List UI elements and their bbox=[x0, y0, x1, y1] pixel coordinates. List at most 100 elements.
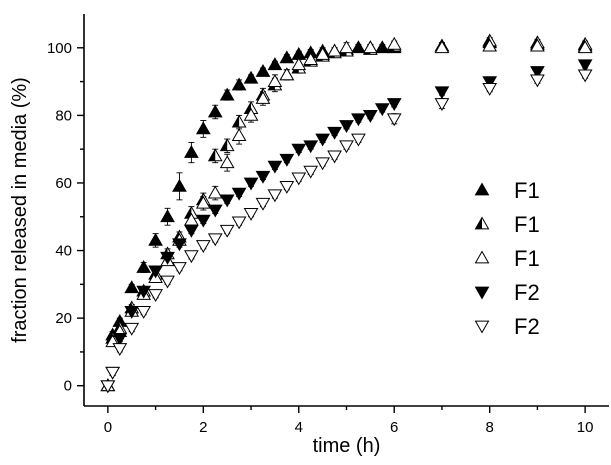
marker-shape bbox=[474, 182, 490, 196]
x-tick-label: 6 bbox=[390, 419, 398, 436]
series-2-point bbox=[231, 114, 247, 128]
marker-shape bbox=[231, 187, 247, 201]
marker-shape bbox=[434, 98, 450, 112]
marker-shape bbox=[374, 40, 390, 54]
series-5-point bbox=[184, 250, 199, 264]
series-3-point bbox=[231, 128, 247, 142]
marker-shape bbox=[530, 38, 545, 52]
marker-shape bbox=[474, 286, 490, 300]
marker-shape bbox=[207, 204, 223, 218]
series-2-point bbox=[219, 138, 235, 152]
marker-shape bbox=[363, 40, 378, 54]
y-tick-label: 20 bbox=[55, 310, 72, 327]
series-3-point bbox=[482, 38, 498, 52]
series-5-point bbox=[136, 306, 152, 319]
marker-shape bbox=[279, 153, 295, 167]
series-4-point bbox=[112, 333, 128, 346]
series-5-point bbox=[339, 140, 354, 154]
marker-shape bbox=[112, 343, 128, 357]
marker-shape bbox=[231, 216, 247, 230]
marker-shape bbox=[279, 180, 295, 194]
series-5-point bbox=[291, 172, 307, 186]
marker-shape bbox=[255, 63, 271, 77]
legend-label-5: F2 bbox=[514, 314, 540, 339]
marker-shape bbox=[243, 177, 259, 191]
legend-label-2: F1 bbox=[514, 212, 540, 237]
marker-shape bbox=[577, 69, 593, 83]
marker-half-fill bbox=[220, 139, 228, 151]
series-3-point bbox=[339, 40, 354, 54]
marker-shape bbox=[303, 52, 319, 65]
series-3-point bbox=[315, 47, 330, 60]
series-1-point bbox=[231, 77, 247, 91]
series-3-point bbox=[303, 52, 319, 65]
marker-shape bbox=[255, 90, 271, 104]
series-5-point bbox=[279, 180, 295, 194]
marker-shape bbox=[434, 40, 450, 54]
legend-marker-5 bbox=[474, 320, 490, 334]
series-3-point bbox=[279, 67, 295, 81]
marker-shape bbox=[172, 238, 187, 252]
marker-shape bbox=[474, 320, 490, 334]
marker-shape bbox=[327, 126, 342, 140]
series-4-point bbox=[136, 285, 152, 299]
marker-shape bbox=[148, 232, 163, 246]
x-axis-title: time (h) bbox=[313, 435, 381, 457]
marker-shape bbox=[219, 224, 235, 238]
marker-shape bbox=[219, 194, 235, 208]
series-5-point bbox=[255, 197, 271, 211]
marker-half-fill bbox=[244, 102, 252, 114]
series-1-point bbox=[351, 40, 366, 54]
marker-shape bbox=[474, 250, 490, 264]
series-1-point bbox=[255, 63, 271, 77]
marker-shape bbox=[184, 145, 199, 158]
marker-shape bbox=[386, 113, 402, 127]
series-1-point bbox=[148, 232, 163, 246]
marker-shape bbox=[219, 87, 235, 101]
series-3-point bbox=[327, 43, 342, 57]
series-3-point bbox=[195, 195, 211, 209]
marker-shape bbox=[386, 36, 402, 50]
series-5-point bbox=[148, 289, 163, 302]
series-1-point bbox=[195, 121, 211, 135]
series-5-point bbox=[243, 208, 259, 221]
series-4-point bbox=[363, 110, 378, 123]
series-5-point bbox=[105, 366, 120, 380]
marker-shape bbox=[339, 120, 354, 134]
series-3-point bbox=[243, 107, 259, 121]
legend-marker-1 bbox=[474, 182, 490, 196]
marker-shape bbox=[303, 140, 319, 154]
series-4-point bbox=[219, 194, 235, 208]
series-1-point bbox=[172, 178, 187, 192]
series-4-point bbox=[195, 214, 211, 228]
marker-shape bbox=[195, 121, 211, 135]
marker-shape bbox=[339, 140, 354, 154]
series-5-point bbox=[482, 82, 498, 96]
marker-shape bbox=[124, 322, 140, 336]
y-tick-label: 100 bbox=[47, 40, 72, 57]
marker-shape bbox=[207, 104, 223, 118]
marker-shape bbox=[315, 157, 330, 171]
legend-marker-3 bbox=[474, 250, 490, 264]
marker-shape bbox=[184, 224, 199, 238]
series-4-point bbox=[291, 143, 307, 157]
marker-shape bbox=[279, 50, 295, 64]
marker-shape bbox=[136, 259, 152, 273]
y-axis-title: fraction released in media (%) bbox=[9, 77, 31, 343]
marker-shape bbox=[530, 74, 545, 88]
marker-shape bbox=[148, 289, 163, 302]
series-5-point bbox=[195, 240, 211, 253]
marker-shape bbox=[195, 240, 211, 253]
marker-half-fill bbox=[184, 206, 192, 219]
series-5-point bbox=[100, 380, 116, 394]
marker-shape bbox=[327, 43, 342, 57]
marker-shape bbox=[363, 110, 378, 123]
series-5-point bbox=[530, 74, 545, 88]
series-5-point bbox=[327, 150, 342, 164]
series-4-point bbox=[482, 76, 498, 90]
series-3-point bbox=[255, 90, 271, 104]
marker-shape bbox=[374, 103, 390, 117]
series-1-point bbox=[207, 104, 223, 118]
